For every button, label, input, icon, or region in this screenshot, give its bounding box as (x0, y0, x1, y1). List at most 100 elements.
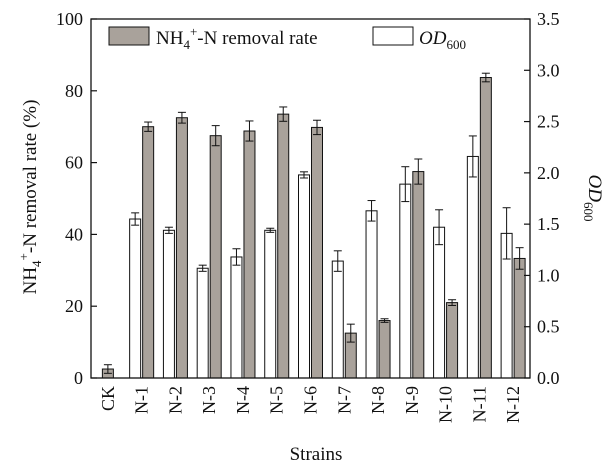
legend-removal-rest: -N removal rate (197, 28, 317, 49)
bar-od600-N-4 (230, 256, 243, 379)
error-od600-N-9 (401, 166, 410, 203)
bar-removal-N-6 (311, 126, 323, 379)
legend-removal-sub: 4 (183, 37, 190, 52)
left-axis-title-sub: 4 (29, 260, 44, 267)
error-removal-CK (103, 364, 112, 374)
bar-od600-N-5 (264, 229, 277, 379)
legend-removal-main: NH (156, 28, 184, 49)
bar-od600-N-7 (331, 260, 344, 379)
error-od600-N-12 (502, 207, 511, 260)
error-od600-N-5 (266, 227, 275, 233)
category-labels: CK N-1 N-2 N-3 N-4 N-5 N-6 N-7 N-8 N-9 N-10 N-11 N-1… (98, 386, 523, 423)
category-label-N-7: N-7 (334, 386, 354, 414)
bar-removal-N-2 (175, 117, 188, 379)
bar-od600-N-2 (162, 229, 175, 379)
bars-layer (101, 77, 526, 379)
category-label-N-6: N-6 (301, 386, 321, 414)
right-tick-label: 0.5 (537, 317, 560, 337)
right-tick-label: 2.0 (537, 163, 560, 183)
right-axis-title-sub: 600 (581, 202, 596, 222)
error-removal-N-10 (448, 299, 457, 306)
bar-removal-N-3 (209, 135, 222, 379)
error-removal-N-2 (177, 111, 186, 124)
category-label-N-8: N-8 (368, 386, 388, 414)
error-od600-N-3 (198, 264, 207, 272)
category-label-CK: CK (98, 386, 118, 411)
legend-od-sub: 600 (446, 37, 466, 52)
bar-od600-N-6 (298, 174, 310, 379)
right-axis-title: OD600 (581, 175, 603, 222)
bar-removal-N-1 (142, 126, 155, 379)
legend-swatch-od (372, 26, 414, 46)
error-od600-N-7 (333, 250, 342, 272)
error-od600-N-8 (367, 200, 376, 222)
left-axis-title-sup: + (16, 253, 31, 260)
error-od600-N-10 (435, 209, 444, 246)
right-tick-label: 3.5 (537, 9, 560, 29)
left-tick-label: 100 (56, 9, 83, 29)
bar-od600-N-10 (433, 226, 446, 379)
right-axis-ticks: 0.0 0.5 1.0 1.5 2.0 2.5 3.0 3.5 (524, 9, 560, 388)
left-tick-label: 0 (74, 368, 83, 388)
left-tick-label: 80 (65, 81, 83, 101)
category-label-N-5: N-5 (267, 386, 287, 414)
right-tick-label: 0.0 (537, 368, 560, 388)
error-od600-N-2 (164, 226, 173, 234)
left-tick-label: 60 (65, 153, 83, 173)
bar-od600-N-11 (466, 155, 479, 379)
category-label-N-1: N-1 (132, 386, 152, 414)
error-od600-N-6 (300, 171, 308, 179)
left-tick-label: 40 (65, 224, 83, 244)
right-tick-label: 1.0 (537, 265, 560, 285)
bar-removal-N-9 (412, 171, 425, 379)
error-od600-N-1 (131, 212, 140, 226)
bar-removal-N-4 (243, 130, 256, 379)
error-removal-N-9 (414, 158, 423, 185)
category-label-N-11: N-11 (469, 386, 489, 422)
error-od600-N-4 (232, 248, 241, 266)
left-axis-title: NH4+-N removal rate (%) (16, 100, 44, 295)
x-axis-title: Strains (290, 444, 343, 465)
error-removal-N-11 (481, 72, 490, 83)
bar-removal-N-12 (513, 257, 526, 379)
bar-removal-N-8 (378, 320, 391, 379)
left-axis-ticks: 0 20 40 60 80 100 (56, 9, 97, 388)
error-removal-N-7 (346, 323, 355, 343)
right-tick-label: 3.0 (537, 60, 560, 80)
legend-swatch-removal (108, 26, 150, 46)
error-removal-N-5 (279, 106, 288, 122)
left-axis-title-main: NH (20, 267, 41, 295)
error-od600-N-11 (468, 135, 477, 178)
error-bars-layer (103, 72, 524, 374)
error-removal-N-6 (313, 119, 321, 136)
legend-label-od: OD600 (419, 28, 466, 52)
bar-od600-N-8 (365, 210, 378, 379)
error-removal-N-3 (211, 125, 220, 147)
legend-removal-sup: + (190, 24, 197, 39)
plot-frame (90, 18, 531, 379)
bar-removal-N-11 (479, 77, 492, 379)
category-label-N-2: N-2 (165, 386, 185, 414)
left-axis-title-rest: -N removal rate (%) (20, 100, 41, 254)
legend-od-main: OD (419, 28, 447, 49)
right-tick-label: 2.5 (537, 112, 560, 132)
legend: NH4+-N removal rate OD600 (108, 24, 466, 52)
right-tick-label: 1.5 (537, 214, 560, 234)
error-removal-N-4 (245, 120, 254, 142)
right-axis-title-main: OD (584, 175, 603, 203)
category-label-N-3: N-3 (199, 386, 219, 414)
error-removal-N-12 (515, 247, 524, 270)
category-label-N-10: N-10 (436, 386, 456, 423)
category-label-N-4: N-4 (233, 386, 253, 414)
category-label-N-9: N-9 (402, 386, 422, 414)
category-label-N-12: N-12 (503, 386, 523, 423)
bar-od600-N-3 (196, 267, 209, 379)
bar-removal-N-10 (446, 302, 459, 379)
left-tick-label: 20 (65, 296, 83, 316)
error-removal-N-1 (144, 121, 153, 132)
bar-od600-N-1 (129, 218, 142, 379)
error-removal-N-8 (380, 318, 389, 323)
bar-od600-N-9 (399, 183, 412, 379)
legend-label-removal: NH4+-N removal rate (156, 24, 318, 52)
